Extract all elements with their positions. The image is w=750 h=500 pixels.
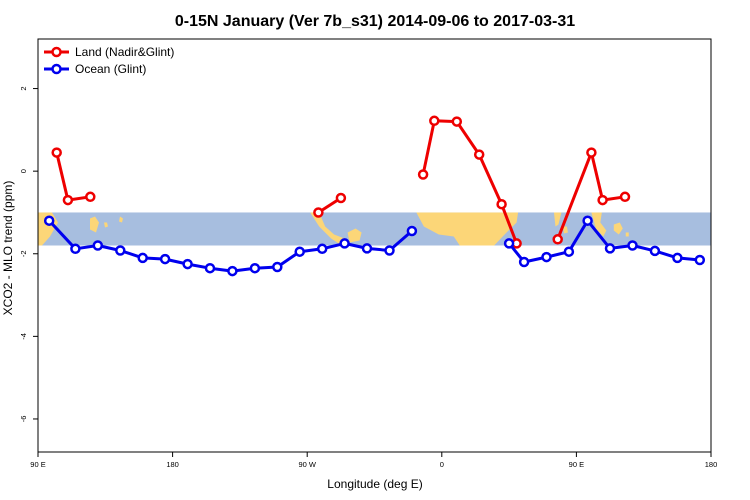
land-shape xyxy=(119,216,123,223)
data-point-ocean xyxy=(627,240,638,251)
data-point-ocean xyxy=(204,262,216,274)
data-point-ocean xyxy=(227,265,238,277)
land-shape xyxy=(625,232,629,237)
land-shape xyxy=(104,222,108,228)
data-point-ocean xyxy=(541,251,552,263)
y-axis: 2 0 -2 -4 -6 xyxy=(19,86,38,422)
data-point-ocean xyxy=(159,253,171,265)
land-shape xyxy=(310,212,350,246)
data-point-ocean xyxy=(563,246,575,257)
data-point-ocean xyxy=(339,238,350,249)
series-line-land xyxy=(421,119,519,245)
data-point-land xyxy=(429,115,440,127)
data-point-ocean xyxy=(249,262,261,274)
y-tick-label: -2 xyxy=(19,250,28,257)
x-axis-label: Longitude (deg E) xyxy=(327,477,422,491)
land-shape xyxy=(553,212,562,227)
ocean-band xyxy=(38,212,711,246)
data-point-land xyxy=(552,234,563,245)
data-point-ocean xyxy=(694,254,706,266)
legend-marker-ocean xyxy=(51,63,62,75)
series-line-land xyxy=(556,151,627,241)
x-tick-label: 180 xyxy=(705,460,718,469)
series-layer xyxy=(43,115,706,277)
data-point-ocean xyxy=(503,238,515,249)
land-shape xyxy=(90,216,99,233)
data-point-ocean xyxy=(272,261,283,273)
data-point-ocean xyxy=(518,256,530,268)
data-point-ocean xyxy=(70,243,81,255)
x-tick-label: 90 W xyxy=(298,460,316,469)
data-point-land xyxy=(586,147,597,158)
data-point-ocean xyxy=(582,215,593,226)
data-point-land xyxy=(619,191,631,203)
data-point-ocean xyxy=(649,245,661,257)
series-line-land xyxy=(55,151,92,202)
data-point-ocean xyxy=(406,225,418,237)
land-shape xyxy=(347,228,362,243)
data-point-land xyxy=(313,207,324,218)
data-point-land xyxy=(85,191,96,203)
x-tick-label: 90 E xyxy=(30,460,45,469)
data-point-land xyxy=(51,147,62,158)
legend-marker-land xyxy=(51,46,62,58)
y-tick-label: -4 xyxy=(19,333,28,340)
legend-label-ocean: Ocean (Glint) xyxy=(75,62,146,76)
x-axis: 90 E 180 90 W 0 90 E 180 xyxy=(30,452,717,469)
land-shape xyxy=(613,222,623,235)
data-point-land xyxy=(496,198,507,210)
x-tick-label: 0 xyxy=(440,460,444,469)
data-point-land xyxy=(451,116,463,127)
land-shape xyxy=(416,212,519,246)
y-tick-label: 2 xyxy=(19,86,28,90)
data-point-ocean xyxy=(137,252,148,264)
legend-label-land: Land (Nadir&Glint) xyxy=(75,45,174,59)
map-band xyxy=(38,212,711,246)
data-point-land xyxy=(335,192,347,204)
chart-title: 0-15N January (Ver 7b_s31) 2014-09-06 to… xyxy=(175,13,575,30)
series-line-ocean xyxy=(507,219,702,264)
data-point-ocean xyxy=(92,240,104,251)
legend: Land (Nadir&Glint) Ocean (Glint) xyxy=(44,45,174,76)
data-point-ocean xyxy=(115,245,126,256)
data-point-land xyxy=(62,194,74,206)
data-point-land xyxy=(473,149,485,160)
data-point-ocean xyxy=(384,245,395,256)
plot-frame xyxy=(37,38,712,453)
y-tick-label: 0 xyxy=(19,169,28,173)
data-point-ocean xyxy=(361,243,373,254)
data-point-ocean xyxy=(294,246,305,257)
land-shape xyxy=(562,226,568,234)
data-point-ocean xyxy=(182,258,193,270)
data-point-land xyxy=(597,194,608,206)
data-point-ocean xyxy=(672,252,683,264)
x-tick-label: 180 xyxy=(166,460,179,469)
data-point-ocean xyxy=(604,243,616,254)
data-point-ocean xyxy=(43,215,55,226)
data-point-ocean xyxy=(316,243,328,255)
land-shape xyxy=(591,212,607,237)
x-tick-label: 90 E xyxy=(569,460,584,469)
y-tick-label: -6 xyxy=(19,416,28,423)
y-axis-label: XCO2 - MLO trend (ppm) xyxy=(1,181,15,316)
data-point-land xyxy=(417,169,429,180)
